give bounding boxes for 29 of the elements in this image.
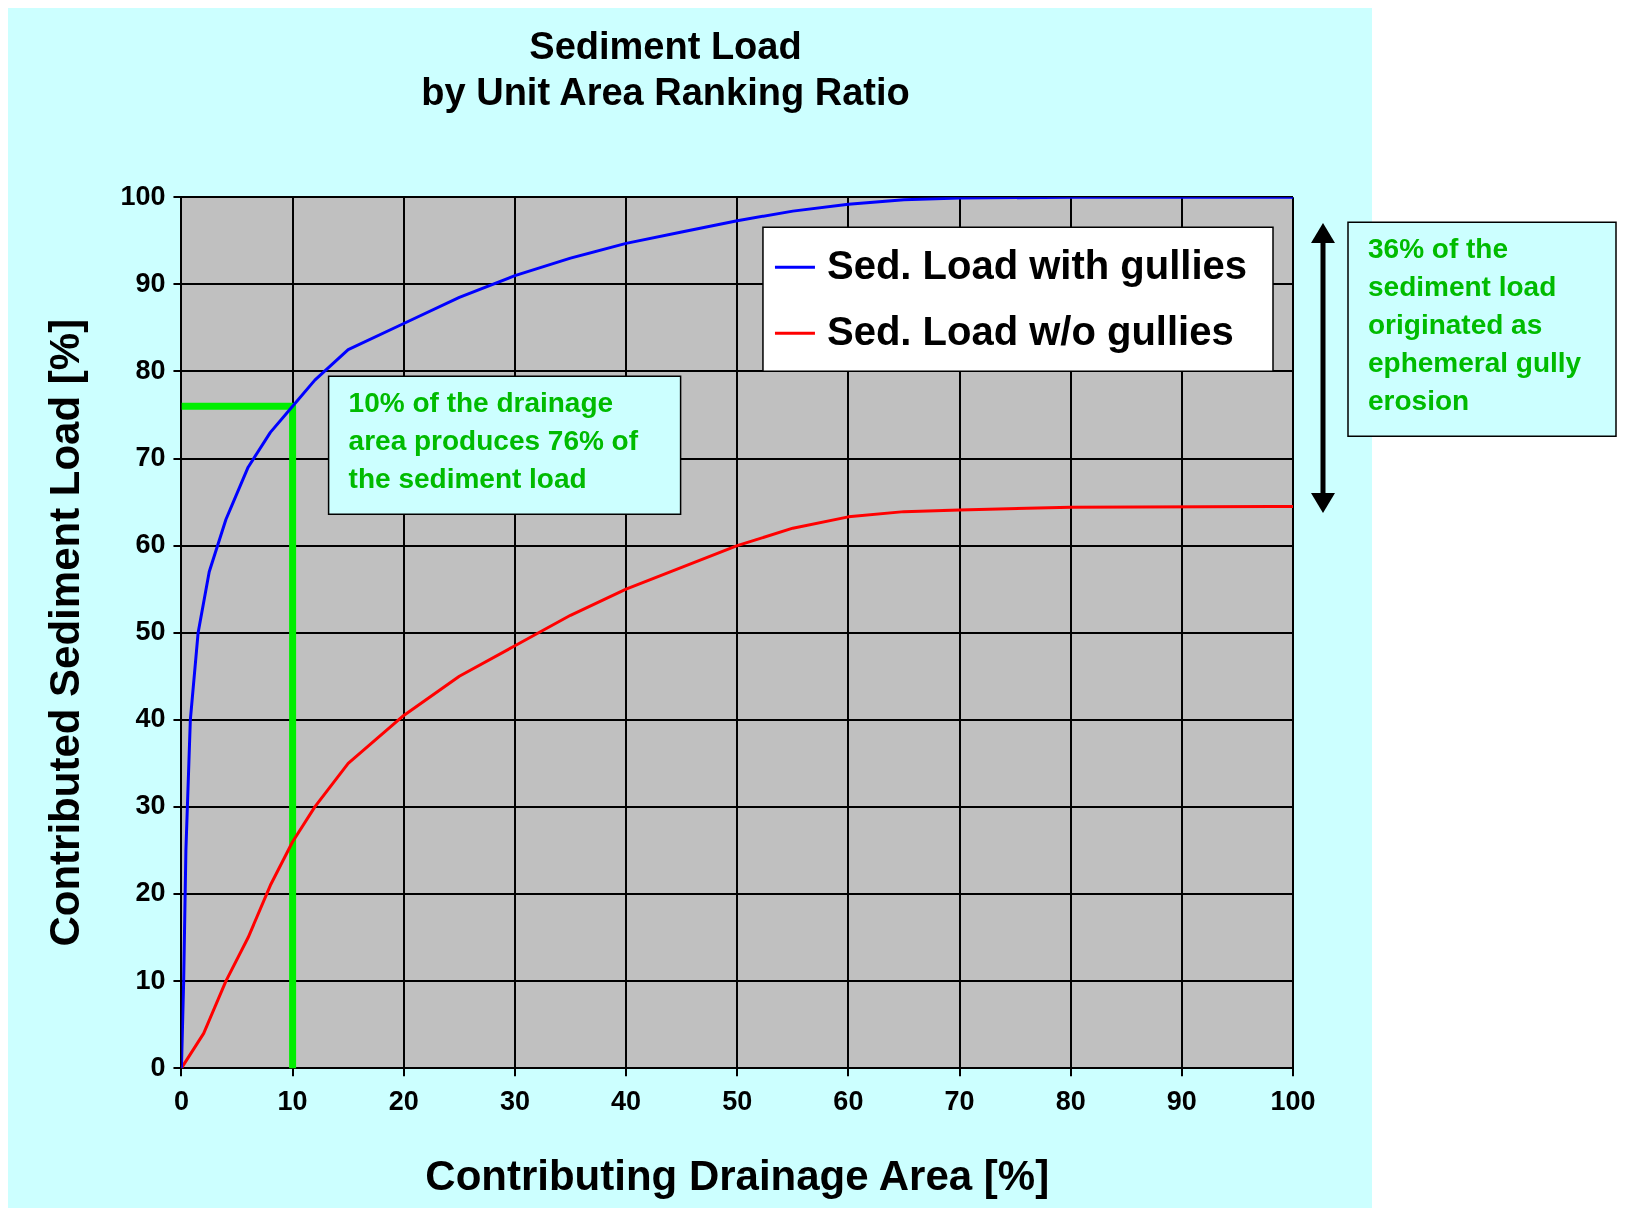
x-tick-label: 60 xyxy=(833,1085,864,1116)
y-tick-label: 40 xyxy=(135,703,166,734)
y-tick-label: 0 xyxy=(150,1051,166,1082)
y-tick-label: 80 xyxy=(135,354,166,385)
x-tick-label: 80 xyxy=(1055,1085,1086,1116)
y-tick-label: 100 xyxy=(120,180,166,211)
legend-label: Sed. Load w/o gullies xyxy=(826,309,1234,354)
x-tick-label: 70 xyxy=(944,1085,975,1116)
y-tick-label: 30 xyxy=(135,790,166,821)
x-tick-label: 100 xyxy=(1270,1085,1316,1116)
y-tick-label: 50 xyxy=(135,616,166,647)
x-tick-label: 20 xyxy=(388,1085,419,1116)
y-tick-label: 70 xyxy=(135,441,166,472)
y-tick-label: 60 xyxy=(135,529,166,560)
x-tick-label: 30 xyxy=(499,1085,530,1116)
y-tick-label: 20 xyxy=(135,877,166,908)
x-tick-label: 90 xyxy=(1166,1085,1197,1116)
x-axis-title: Contributing Drainage Area [%] xyxy=(425,1152,1050,1200)
y-tick-label: 90 xyxy=(135,267,166,298)
x-tick-label: 10 xyxy=(277,1085,308,1116)
x-tick-label: 40 xyxy=(611,1085,642,1116)
x-tick-label: 0 xyxy=(173,1085,189,1116)
text: 36% of the sediment load originated as ephemeral gully erosion xyxy=(1368,232,1582,416)
y-tick-label: 10 xyxy=(135,964,166,995)
chart-title: Sediment Load by Unit Area Ranking Ratio xyxy=(421,25,910,113)
legend-label: Sed. Load with gullies xyxy=(826,243,1248,288)
y-axis-title: Contributed Sediment Load [%] xyxy=(40,318,88,947)
x-tick-label: 50 xyxy=(722,1085,753,1116)
annotation: 10% of the drainage area produces 76% of the sediment load xyxy=(348,386,639,494)
